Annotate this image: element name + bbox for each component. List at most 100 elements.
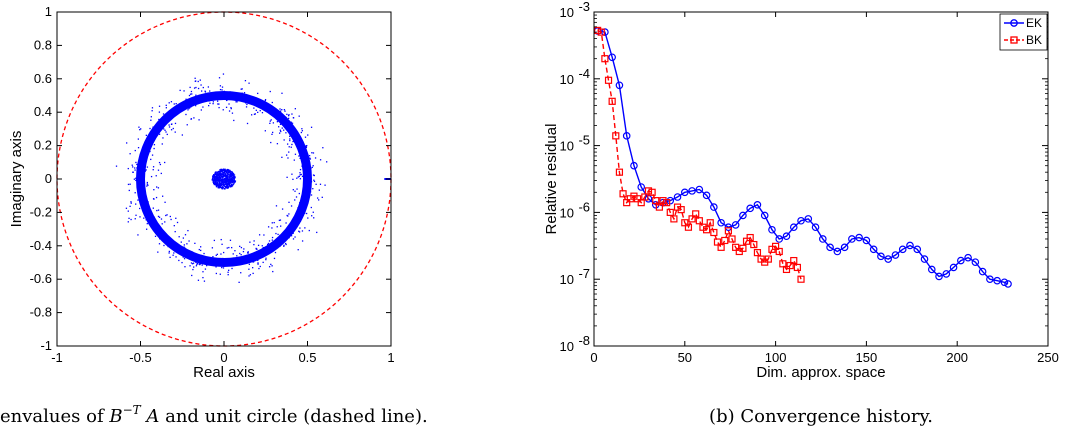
- eigenvalue-point: [190, 262, 193, 264]
- eigenvalue-point: [264, 99, 267, 102]
- eigenvalue-point: [214, 179, 217, 181]
- eigenvalue-point: [304, 203, 306, 206]
- eigenvalue-point: [168, 126, 171, 128]
- eigenvalue-point: [279, 112, 281, 115]
- legend-marker-bk: [1010, 36, 1018, 44]
- data-point-ek: [848, 235, 856, 243]
- eigenvalue-point: [160, 172, 162, 175]
- eigenvalue-point: [220, 238, 222, 241]
- eigenvalue-point: [167, 235, 169, 238]
- caption-suffix: and unit circle (dashed line).: [159, 406, 427, 427]
- eigenvalue-point: [272, 122, 275, 124]
- eigenvalue-point: [218, 106, 220, 109]
- eigenvalue-point: [223, 172, 225, 174]
- data-point-ek: [1004, 280, 1012, 288]
- eigenvalue-point: [213, 174, 215, 176]
- eigenvalue-point: [304, 197, 306, 199]
- eigenvalue-point: [158, 234, 160, 236]
- eigenvalue-point: [228, 180, 230, 182]
- eigenvalue-point: [279, 219, 282, 221]
- eigenvalue-point: [227, 269, 230, 271]
- y-tick-base: 10: [560, 272, 574, 287]
- eigenvalue-point: [145, 196, 147, 198]
- eigenvalue-point: [146, 166, 149, 168]
- eigenvalue-point: [183, 90, 185, 92]
- x-tick-label: 0.5: [298, 350, 316, 365]
- eigenvalue-point: [216, 100, 219, 102]
- eigenvalue-point: [283, 232, 285, 234]
- eigenvalue-point: [236, 255, 238, 257]
- eigenvalue-point: [170, 218, 172, 221]
- eigenvalue-point: [233, 175, 235, 177]
- eigenvalue-point: [209, 102, 211, 104]
- eigenvalue-point: [146, 183, 148, 185]
- eigenvalue-point: [167, 245, 169, 248]
- eigenvalue-point: [236, 101, 238, 103]
- eigenvalue-point: [300, 173, 302, 176]
- data-point-bk: [728, 235, 736, 243]
- eigenvalue-point: [226, 174, 229, 176]
- eigenvalue-point: [304, 227, 306, 229]
- eigenvalue-point: [292, 238, 295, 240]
- eigenvalue-point: [182, 252, 184, 254]
- eigenvalue-point: [130, 218, 132, 221]
- eigenvalue-point: [219, 172, 222, 175]
- data-point-ek: [819, 235, 827, 243]
- eigenvalue-point: [164, 221, 166, 223]
- eigenvalue-point: [312, 188, 314, 190]
- eigenvalue-point: [281, 109, 283, 111]
- eigenvalue-point: [227, 177, 229, 179]
- eigenvalue-point: [221, 86, 224, 88]
- eigenvalue-point: [189, 93, 192, 95]
- eigenvalue-point: [253, 240, 255, 242]
- eigenvalue-point: [224, 176, 227, 178]
- eigenvalue-point: [219, 169, 221, 171]
- eigenvalue-point: [226, 179, 229, 181]
- eigenvalue-point: [226, 169, 228, 171]
- eigenvalue-point: [181, 106, 183, 108]
- eigenvalue-point: [216, 174, 218, 176]
- eigenvalue-point: [275, 205, 278, 207]
- eigenvalue-point: [292, 140, 294, 143]
- eigenvalue-point: [297, 249, 299, 251]
- eigenvalue-point: [140, 158, 142, 160]
- eigenvalue-point: [226, 185, 229, 188]
- eigenvalue-point: [270, 263, 272, 266]
- eigenvalue-point: [175, 217, 177, 219]
- eigenvalue-point: [284, 110, 286, 112]
- data-point-ek: [702, 191, 711, 200]
- data-point-ek: [942, 270, 951, 278]
- eigenvalue-point: [294, 190, 296, 192]
- eigenvalue-point: [238, 281, 240, 284]
- eigenvalue-point: [247, 252, 249, 254]
- eigenvalue-point: [133, 178, 136, 180]
- y-tick-label: -0.2: [30, 204, 52, 219]
- eigenvalue-point: [213, 239, 216, 242]
- eigenvalue-point: [219, 186, 221, 189]
- eigenvalue-point: [146, 205, 148, 207]
- eigenvalue-point: [231, 176, 233, 179]
- eigenvalue-point: [232, 173, 235, 175]
- eigenvalue-point: [157, 128, 159, 131]
- eigenvalue-point: [216, 98, 218, 100]
- eigenvalue-point: [188, 240, 190, 242]
- eigenvalue-point: [151, 110, 153, 112]
- data-point-ek: [869, 245, 878, 254]
- eigenvalue-point: [230, 107, 232, 110]
- eigenvalue-point: [267, 242, 270, 245]
- data-point-bk: [684, 223, 693, 231]
- eigenvalue-point: [268, 249, 270, 251]
- eigenvalue-point: [288, 201, 290, 203]
- eigenvalue-point: [229, 180, 231, 182]
- eigenvalue-point: [228, 178, 230, 181]
- eigenvalue-point: [276, 226, 278, 228]
- eigenvalue-point: [254, 98, 257, 100]
- eigenvalue-point: [222, 171, 224, 174]
- eigenvalue-point: [175, 102, 177, 105]
- data-point-bk: [619, 190, 627, 198]
- y-tick-label: 0.8: [34, 37, 52, 52]
- eigenvalue-point: [178, 259, 180, 262]
- eigenvalue-point: [232, 257, 235, 259]
- eigenvalue-point: [151, 154, 154, 156]
- eigenvalue-point: [192, 268, 194, 271]
